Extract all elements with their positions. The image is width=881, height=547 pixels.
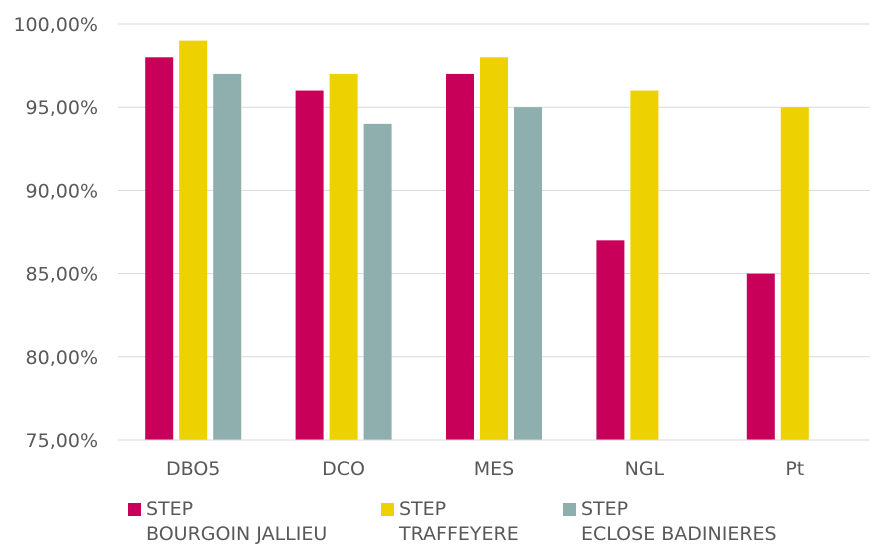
bar [295,90,324,440]
x-tick-label: MES [474,458,514,480]
y-tick-label: 100,00% [13,14,98,36]
y-tick-label: 80,00% [26,347,98,369]
legend-swatch-traffeyere [381,503,394,516]
bar [596,240,625,440]
bar [746,273,775,440]
legend-swatch-bourgoin-jallieu [128,503,141,516]
legend-item-eclose-badinieres: STEP ECLOSE BADINIERES [563,497,777,547]
bar [213,73,242,441]
bar [363,123,392,440]
legend-label: STEP TRAFFEYERE [399,498,519,545]
bar [145,57,174,440]
legend-label: STEP ECLOSE BADINIERES [581,498,777,545]
bar [514,107,542,440]
y-tick-label: 85,00% [26,264,98,286]
legend: STEP BOURGOIN JALLIEU STEP TRAFFEYERE ST… [0,497,881,546]
bar [179,40,208,440]
legend-swatch-eclose-badinieres [563,503,576,516]
legend-item-traffeyere: STEP TRAFFEYERE [381,497,519,547]
bars [145,40,809,441]
bar [480,57,508,440]
x-tick-label: DBO5 [166,458,220,480]
y-axis-tick-labels: 75,00% 80,00% 85,00% 90,00% 95,00% 100,00% [13,14,98,452]
legend-item-bourgoin-jallieu: STEP BOURGOIN JALLIEU [128,497,327,547]
y-tick-label: 75,00% [26,430,98,452]
x-tick-label: Pt [785,458,804,480]
bar [329,73,358,441]
x-tick-label: NGL [625,458,665,480]
x-tick-label: DCO [322,458,365,480]
y-tick-label: 95,00% [26,97,98,119]
x-axis-tick-labels: DBO5 DCO MES NGL Pt [166,458,804,480]
bar [630,90,659,440]
bar [446,73,474,441]
bar [780,107,809,440]
legend-label: STEP BOURGOIN JALLIEU [146,498,328,545]
y-tick-label: 90,00% [26,180,98,202]
